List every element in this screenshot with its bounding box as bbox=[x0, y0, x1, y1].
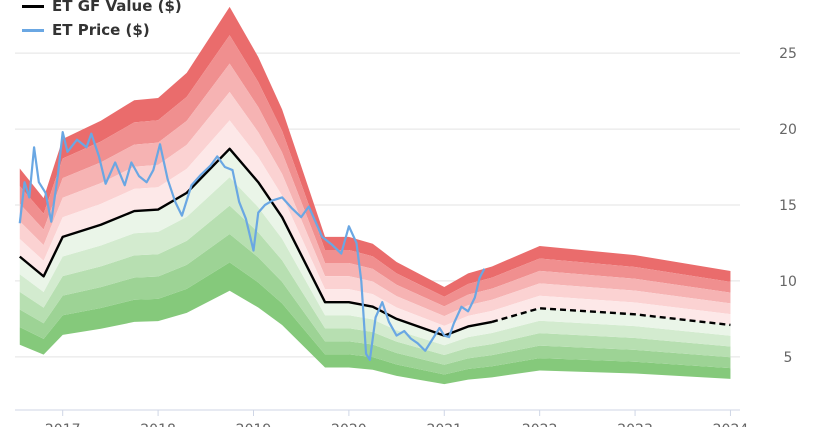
lower-band-2 bbox=[19, 177, 731, 356]
gf-value-line-projected bbox=[491, 307, 731, 327]
x-tick-label-2023: 2023 bbox=[617, 422, 653, 427]
upper-band-3 bbox=[19, 63, 731, 317]
legend: ET GF Value ($) ET Price ($) bbox=[22, 0, 182, 42]
x-tick-label-2022: 2022 bbox=[522, 422, 558, 427]
x-tick-label-2024: 2024 bbox=[713, 422, 749, 427]
legend-item-price[interactable]: ET Price ($) bbox=[22, 18, 182, 42]
y-tick-label-5: 5 bbox=[784, 350, 793, 366]
x-tick-label-2018: 2018 bbox=[140, 422, 176, 427]
y-tick-label-15: 15 bbox=[779, 198, 797, 214]
price-line bbox=[18, 131, 486, 361]
x-tick-label-2020: 2020 bbox=[331, 422, 367, 427]
y-tick-label-10: 10 bbox=[779, 274, 797, 290]
lower-band-4 bbox=[19, 234, 731, 375]
upper-band-4 bbox=[19, 35, 731, 307]
gf-value-line bbox=[19, 147, 493, 337]
x-tick-label-2019: 2019 bbox=[236, 422, 272, 427]
upper-band-5 bbox=[19, 6, 731, 297]
upper-band-1 bbox=[19, 120, 731, 336]
x-tick-label-2017: 2017 bbox=[45, 422, 81, 427]
y-tick-label-20: 20 bbox=[779, 122, 797, 138]
lower-band-3 bbox=[19, 205, 731, 365]
lower-band-5 bbox=[19, 262, 731, 385]
price-swatch bbox=[22, 28, 44, 32]
price-label: ET Price ($) bbox=[52, 21, 150, 39]
legend-item-gf-value[interactable]: ET GF Value ($) bbox=[22, 0, 182, 18]
gf-value-label: ET GF Value ($) bbox=[52, 0, 182, 15]
y-tick-label-25: 25 bbox=[779, 46, 797, 62]
upper-band-2 bbox=[19, 92, 731, 326]
lower-band-1 bbox=[19, 148, 731, 346]
gf-value-swatch bbox=[22, 4, 44, 8]
x-tick-label-2021: 2021 bbox=[426, 422, 462, 427]
